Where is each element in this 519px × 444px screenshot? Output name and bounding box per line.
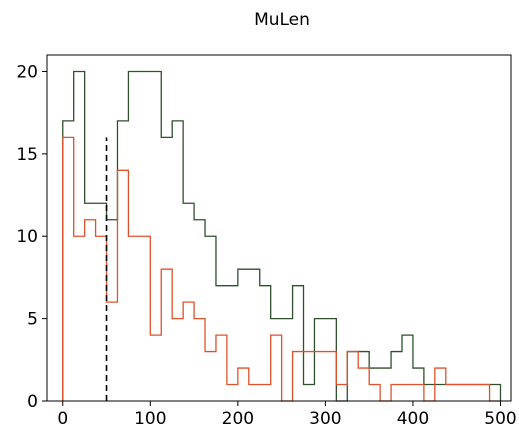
y-tick-label: 15 xyxy=(16,145,38,165)
histogram-series-2 xyxy=(62,136,501,402)
x-tick-label: 300 xyxy=(309,409,341,429)
y-tick-label: 10 xyxy=(16,227,38,247)
plot-area: 0 100 200 300 400 500 0 5 10 15 20 xyxy=(16,54,517,429)
histogram-series-1 xyxy=(62,70,502,402)
x-tick-label: 500 xyxy=(484,409,516,429)
axes-frame xyxy=(46,54,512,402)
y-tick-label: 20 xyxy=(16,62,38,82)
y-tick-label: 5 xyxy=(27,310,38,330)
x-tick-label: 400 xyxy=(397,409,429,429)
y-tick-label: 0 xyxy=(27,392,38,412)
chart-title: MuLen xyxy=(254,10,310,30)
x-tick-label: 200 xyxy=(222,409,254,429)
x-tick-label: 100 xyxy=(134,409,166,429)
x-tick-label: 0 xyxy=(57,409,68,429)
